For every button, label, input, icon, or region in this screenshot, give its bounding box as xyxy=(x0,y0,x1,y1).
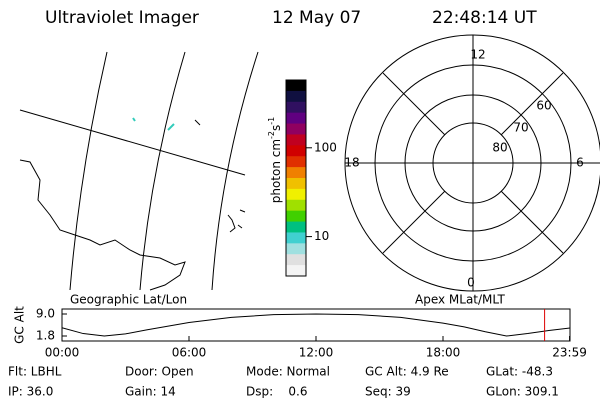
altitude-plot: 9.0 1.8 00:00 06:00 12:00 18:00 23:59 xyxy=(36,307,587,360)
date: 12 May 07 xyxy=(272,8,361,28)
colorbar-cell xyxy=(286,221,306,233)
colorbar-cell xyxy=(286,188,306,201)
colorbar-cell xyxy=(286,156,306,168)
colorbar-cell xyxy=(286,265,306,277)
polar-hour: 12 xyxy=(470,48,485,62)
footer-field: GLat: -48.3 xyxy=(486,365,553,379)
colorbar-cell xyxy=(286,254,306,266)
colorbar-cell xyxy=(286,123,306,135)
colorbar-cell xyxy=(286,167,306,179)
footer-field: Mode: Normal xyxy=(246,365,330,379)
footer-field: Dsp: 0.6 xyxy=(246,385,308,399)
alt-x-label: 23:59 xyxy=(552,346,587,360)
colorbar-cell xyxy=(286,210,306,223)
colorbar-cell xyxy=(286,134,306,146)
colorbar-cell xyxy=(286,243,306,255)
title: Ultraviolet Imager xyxy=(45,8,199,28)
colorbar-cell xyxy=(286,112,306,125)
polar-label: Apex MLat/MLT xyxy=(415,293,505,307)
colorbar-frame xyxy=(285,79,307,277)
colorbar: 10 100 xyxy=(285,79,337,277)
map-pixels xyxy=(132,117,175,131)
colorbar-cell xyxy=(286,178,306,190)
time: 22:48:14 UT xyxy=(432,8,537,28)
footer-field: Flt: LBHL xyxy=(8,365,62,379)
footer-field: IP: 36.0 xyxy=(8,385,53,399)
alt-y-label: 1.8 xyxy=(36,329,55,343)
alt-x-label: 12:00 xyxy=(299,346,334,360)
colorbar-cell xyxy=(286,199,306,212)
polar-hour: 0 xyxy=(467,276,475,290)
alt-x-label: 00:00 xyxy=(45,346,80,360)
colorbar-cell xyxy=(286,145,306,157)
map-label: Geographic Lat/Lon xyxy=(70,293,187,307)
alt-curve xyxy=(61,313,571,337)
polar-ring: 70 xyxy=(513,121,528,135)
map xyxy=(19,51,259,291)
footer-field: GLon: 309.1 xyxy=(486,385,559,399)
footer-field: Gain: 14 xyxy=(125,385,176,399)
footer-field: Door: Open xyxy=(125,365,194,379)
colorbar-cell xyxy=(286,232,306,244)
colorbar-cell xyxy=(286,101,306,114)
alt-x-label: 06:00 xyxy=(172,346,207,360)
colorbar-tick-label: 100 xyxy=(314,140,337,154)
footer-field: GC Alt: 4.9 Re xyxy=(365,365,449,379)
colorbar-units: photon cm-2s-1 xyxy=(267,117,283,204)
polar-hour: 18 xyxy=(344,156,359,170)
alt-y-label: 9.0 xyxy=(36,307,55,321)
footer: Flt: LBHL Door: Open Mode: Normal GC Alt: 4… xyxy=(8,365,559,399)
footer-field: Seq: 39 xyxy=(365,385,411,399)
colorbar-tick-label: 10 xyxy=(314,229,329,243)
polar-grid xyxy=(344,34,600,292)
alt-label: GC Alt xyxy=(13,306,27,344)
alt-x-label: 18:00 xyxy=(426,346,461,360)
colorbar-cell xyxy=(286,80,306,92)
polar-ring: 60 xyxy=(536,99,551,113)
polar-ring: 80 xyxy=(492,141,507,155)
colorbar-cell xyxy=(286,90,306,103)
polar-hour: 6 xyxy=(576,156,584,170)
